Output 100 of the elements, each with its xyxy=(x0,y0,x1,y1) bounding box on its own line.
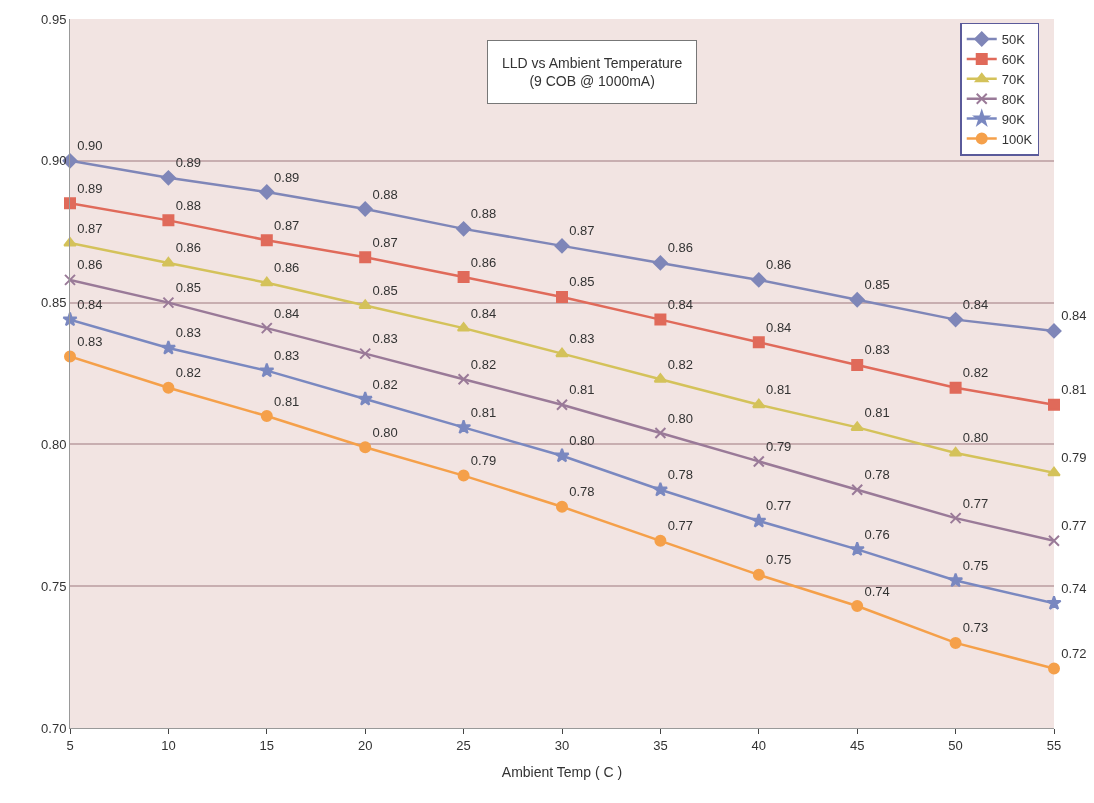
point xyxy=(161,256,176,267)
data-label: 0.81 xyxy=(864,404,890,420)
data-label: 0.78 xyxy=(569,484,595,500)
point xyxy=(556,500,568,513)
point xyxy=(260,322,273,335)
data-label: 0.82 xyxy=(175,365,201,381)
point xyxy=(457,271,470,284)
data-label: 0.84 xyxy=(1061,308,1087,324)
point xyxy=(1046,595,1062,610)
data-label: 0.87 xyxy=(372,234,398,250)
point xyxy=(752,336,765,349)
data-label: 0.86 xyxy=(274,260,300,276)
point xyxy=(555,347,569,358)
data-label: 0.87 xyxy=(569,223,595,239)
data-label: 0.86 xyxy=(766,257,792,273)
data-label: 0.77 xyxy=(962,495,989,511)
data-label: 0.88 xyxy=(470,206,497,222)
point xyxy=(63,237,77,247)
point xyxy=(949,381,962,394)
data-label: 0.75 xyxy=(766,552,792,568)
point xyxy=(260,276,274,287)
data-label: 0.83 xyxy=(569,331,595,347)
data-label: 0.89 xyxy=(274,169,300,185)
data-label: 0.82 xyxy=(962,365,989,381)
point xyxy=(1048,398,1060,411)
data-label: 0.87 xyxy=(77,220,103,236)
point xyxy=(752,455,765,468)
data-label: 0.84 xyxy=(470,305,497,321)
point xyxy=(358,299,372,309)
point xyxy=(554,447,570,463)
data-label: 0.84 xyxy=(766,319,792,335)
data-label: 0.86 xyxy=(175,240,201,256)
point xyxy=(457,469,470,482)
point xyxy=(1048,534,1060,547)
point xyxy=(654,534,667,547)
data-label: 0.84 xyxy=(667,297,693,313)
point xyxy=(357,201,373,217)
point xyxy=(652,481,669,497)
point xyxy=(162,381,175,394)
point xyxy=(751,272,767,288)
legend-label: 70K xyxy=(1001,71,1026,87)
point xyxy=(851,358,864,371)
point xyxy=(949,512,962,525)
x-axis-title: Ambient Temp ( C ) xyxy=(501,763,623,780)
data-label: 0.73 xyxy=(962,620,989,636)
point xyxy=(359,251,372,264)
data-label: 0.82 xyxy=(470,356,497,372)
data-label: 0.81 xyxy=(569,382,595,398)
legend-label: 90K xyxy=(1001,111,1026,127)
point xyxy=(851,600,864,613)
y-tick-label: 0.90 xyxy=(41,153,67,169)
data-label: 0.80 xyxy=(962,430,989,446)
x-tick-label: 25 xyxy=(456,737,471,753)
data-label: 0.80 xyxy=(667,410,693,426)
point xyxy=(162,214,175,227)
data-label: 0.86 xyxy=(77,257,103,273)
data-label: 0.79 xyxy=(766,438,792,454)
legend-label: 100K xyxy=(1001,131,1033,147)
data-label: 0.89 xyxy=(175,155,201,171)
data-label: 0.80 xyxy=(372,424,398,440)
data-label: 0.81 xyxy=(470,404,497,420)
y-tick-label: 0.75 xyxy=(41,578,67,594)
x-tick-label: 40 xyxy=(751,737,767,753)
data-label: 0.81 xyxy=(274,393,300,409)
point xyxy=(62,311,78,327)
data-label: 0.78 xyxy=(864,467,890,483)
x-tick-label: 5 xyxy=(66,737,74,753)
data-label: 0.81 xyxy=(766,382,792,398)
data-label: 0.77 xyxy=(1061,518,1087,534)
point xyxy=(849,292,865,308)
x-tick-label: 20 xyxy=(357,737,373,753)
point xyxy=(850,421,864,431)
data-label: 0.83 xyxy=(864,342,890,358)
point xyxy=(160,170,176,186)
data-label: 0.79 xyxy=(470,453,497,469)
point xyxy=(948,312,964,328)
data-label: 0.83 xyxy=(175,325,201,341)
point xyxy=(160,339,177,355)
point xyxy=(64,273,76,286)
data-label: 0.85 xyxy=(569,274,595,290)
y-tick-label: 0.80 xyxy=(41,436,67,452)
x-tick-label: 45 xyxy=(849,737,865,753)
data-label: 0.77 xyxy=(766,498,792,514)
data-label: 0.83 xyxy=(77,333,103,349)
point xyxy=(554,238,570,254)
point xyxy=(851,483,864,496)
data-label: 0.81 xyxy=(1061,382,1087,398)
point xyxy=(751,512,767,528)
point xyxy=(1047,466,1061,477)
point xyxy=(947,572,964,588)
data-label: 0.85 xyxy=(864,277,890,293)
point xyxy=(949,636,962,649)
data-label: 0.76 xyxy=(864,526,890,542)
legend-label: 50K xyxy=(1001,32,1026,48)
point xyxy=(260,410,273,423)
point xyxy=(162,296,175,309)
x-tick-label: 15 xyxy=(259,737,275,753)
legend-label: 60K xyxy=(1001,51,1026,67)
y-tick-label: 0.70 xyxy=(41,720,67,736)
point xyxy=(259,362,275,378)
